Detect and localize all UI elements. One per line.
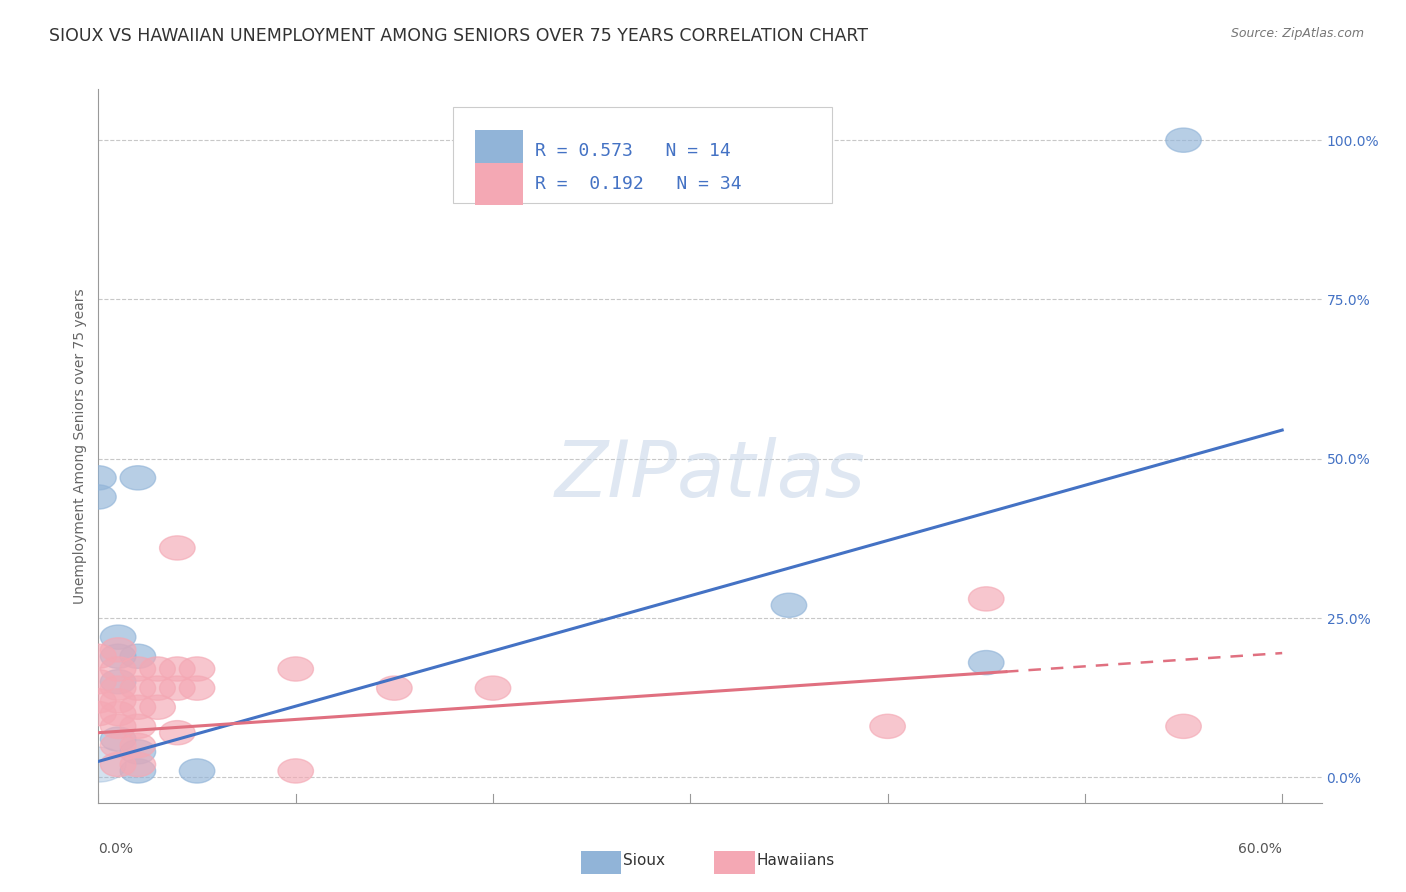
Ellipse shape [120, 759, 156, 783]
Ellipse shape [160, 676, 195, 700]
Ellipse shape [160, 721, 195, 745]
Ellipse shape [139, 695, 176, 719]
Ellipse shape [70, 747, 127, 782]
Ellipse shape [100, 625, 136, 649]
Ellipse shape [80, 644, 117, 668]
FancyBboxPatch shape [475, 129, 523, 172]
Ellipse shape [180, 759, 215, 783]
Text: SIOUX VS HAWAIIAN UNEMPLOYMENT AMONG SENIORS OVER 75 YEARS CORRELATION CHART: SIOUX VS HAWAIIAN UNEMPLOYMENT AMONG SEN… [49, 27, 869, 45]
Text: 0.0%: 0.0% [98, 842, 134, 856]
Ellipse shape [100, 753, 136, 777]
FancyBboxPatch shape [453, 107, 832, 203]
Ellipse shape [1166, 128, 1201, 153]
Text: Sioux: Sioux [623, 854, 665, 868]
Text: R =  0.192   N = 34: R = 0.192 N = 34 [536, 175, 742, 193]
Ellipse shape [80, 701, 117, 726]
FancyBboxPatch shape [475, 162, 523, 205]
Text: Source: ZipAtlas.com: Source: ZipAtlas.com [1230, 27, 1364, 40]
Ellipse shape [120, 733, 156, 757]
Ellipse shape [278, 759, 314, 783]
Ellipse shape [120, 714, 156, 739]
Ellipse shape [139, 676, 176, 700]
Ellipse shape [139, 657, 176, 681]
Ellipse shape [100, 714, 136, 739]
Ellipse shape [160, 657, 195, 681]
Y-axis label: Unemployment Among Seniors over 75 years: Unemployment Among Seniors over 75 years [73, 288, 87, 604]
Ellipse shape [80, 670, 117, 694]
Ellipse shape [120, 676, 156, 700]
Ellipse shape [100, 670, 136, 694]
Ellipse shape [80, 466, 117, 490]
Ellipse shape [870, 714, 905, 739]
Ellipse shape [100, 689, 136, 713]
Ellipse shape [100, 638, 136, 662]
Ellipse shape [100, 676, 136, 700]
Text: 60.0%: 60.0% [1239, 842, 1282, 856]
Ellipse shape [120, 695, 156, 719]
Ellipse shape [770, 593, 807, 617]
Ellipse shape [180, 657, 215, 681]
Ellipse shape [180, 676, 215, 700]
Ellipse shape [969, 587, 1004, 611]
Ellipse shape [377, 676, 412, 700]
Ellipse shape [160, 536, 195, 560]
Ellipse shape [80, 689, 117, 713]
Ellipse shape [100, 644, 136, 668]
Ellipse shape [120, 739, 156, 764]
Ellipse shape [969, 650, 1004, 674]
Text: Hawaiians: Hawaiians [756, 854, 835, 868]
Ellipse shape [120, 466, 156, 490]
Text: ZIPatlas: ZIPatlas [554, 436, 866, 513]
Ellipse shape [475, 676, 510, 700]
Ellipse shape [100, 701, 136, 726]
Ellipse shape [100, 727, 136, 751]
Ellipse shape [278, 657, 314, 681]
Ellipse shape [120, 753, 156, 777]
Text: R = 0.573   N = 14: R = 0.573 N = 14 [536, 142, 731, 160]
Ellipse shape [120, 657, 156, 681]
Ellipse shape [100, 657, 136, 681]
Ellipse shape [80, 485, 117, 509]
Ellipse shape [120, 644, 156, 668]
Ellipse shape [1166, 714, 1201, 739]
Ellipse shape [100, 733, 136, 757]
